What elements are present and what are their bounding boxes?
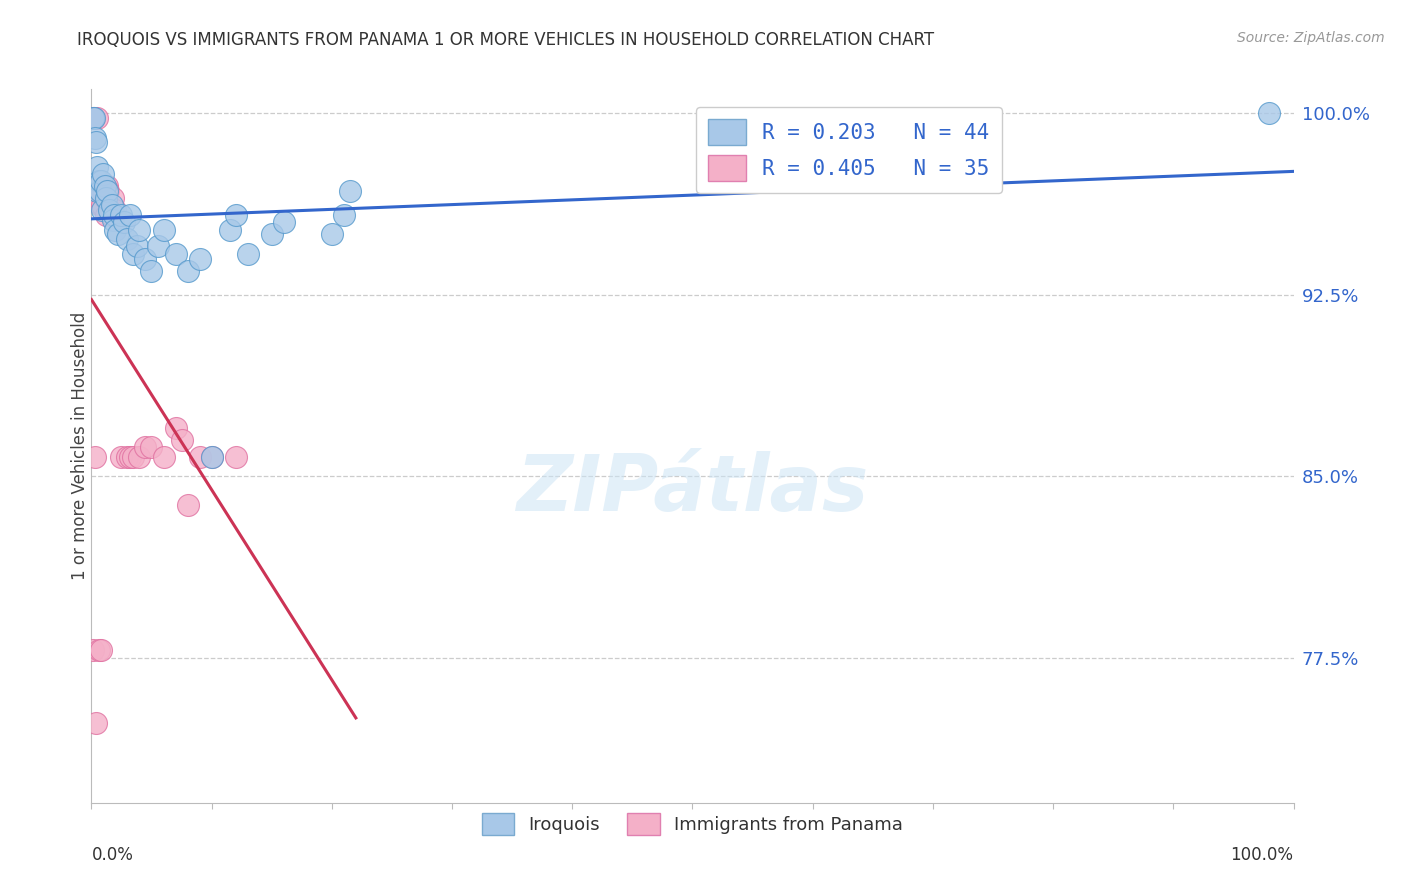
Point [82,112,104,126]
Point [84,136,107,150]
Point [98,198,121,212]
Point [104,222,127,236]
Point [134,252,156,266]
Point [86,112,108,126]
Point [117,232,139,246]
Point [134,440,156,454]
Point [87,643,110,657]
Point [107,227,129,242]
Point [89,198,111,212]
Point [110,450,132,464]
Point [90,174,112,188]
Point [339,184,361,198]
Point [84,716,107,731]
Text: Source: ZipAtlas.com: Source: ZipAtlas.com [1237,31,1385,45]
Point [122,450,145,464]
Point [87,174,110,188]
Point [225,450,247,464]
Point [100,208,122,222]
Point [118,208,141,222]
Point [97,184,120,198]
Point [84,130,107,145]
Point [90,184,112,198]
Point [91,198,114,212]
Point [110,208,132,222]
Point [188,252,211,266]
Point [83,112,105,126]
Point [101,198,124,212]
Text: 0.0%: 0.0% [91,847,134,864]
Point [104,203,127,218]
Point [98,203,121,218]
Point [146,239,169,253]
Point [84,450,107,464]
Point [225,208,247,222]
Y-axis label: 1 or more Vehicles in Household: 1 or more Vehicles in Household [72,312,89,580]
Point [93,167,115,181]
Point [101,191,124,205]
Legend: Iroquois, Immigrants from Panama: Iroquois, Immigrants from Panama [472,804,912,844]
Point [152,450,174,464]
Point [94,208,117,222]
Point [93,178,115,193]
Point [86,160,108,174]
Point [112,215,135,229]
Point [117,450,139,464]
Point [91,203,114,218]
Point [96,178,118,193]
Point [201,450,224,464]
Point [118,450,141,464]
Point [86,184,108,198]
Point [165,421,187,435]
Point [101,212,124,227]
Point [273,215,295,229]
Point [165,246,187,260]
Point [201,450,224,464]
Point [236,246,259,260]
Point [82,112,104,126]
Point [188,450,211,464]
Point [94,191,117,205]
Point [170,433,193,447]
Point [128,450,150,464]
Point [141,440,163,454]
Point [93,184,115,198]
Text: IROQUOIS VS IMMIGRANTS FROM PANAMA 1 OR MORE VEHICLES IN HOUSEHOLD CORRELATION C: IROQUOIS VS IMMIGRANTS FROM PANAMA 1 OR … [77,31,935,49]
Point [176,498,198,512]
Point [141,263,163,277]
Point [83,112,105,126]
Point [93,191,115,205]
Point [90,643,112,657]
Point [1258,106,1281,120]
Point [89,184,111,198]
Text: 100.0%: 100.0% [1230,847,1294,864]
Text: ZIPátlas: ZIPátlas [516,450,869,527]
Point [128,222,150,236]
Point [152,222,174,236]
Point [125,239,148,253]
Point [96,184,118,198]
Point [333,208,356,222]
Point [321,227,343,242]
Point [87,178,110,193]
Point [218,222,240,236]
Point [176,263,198,277]
Point [122,246,145,260]
Point [82,643,104,657]
Point [103,208,125,222]
Point [260,227,283,242]
